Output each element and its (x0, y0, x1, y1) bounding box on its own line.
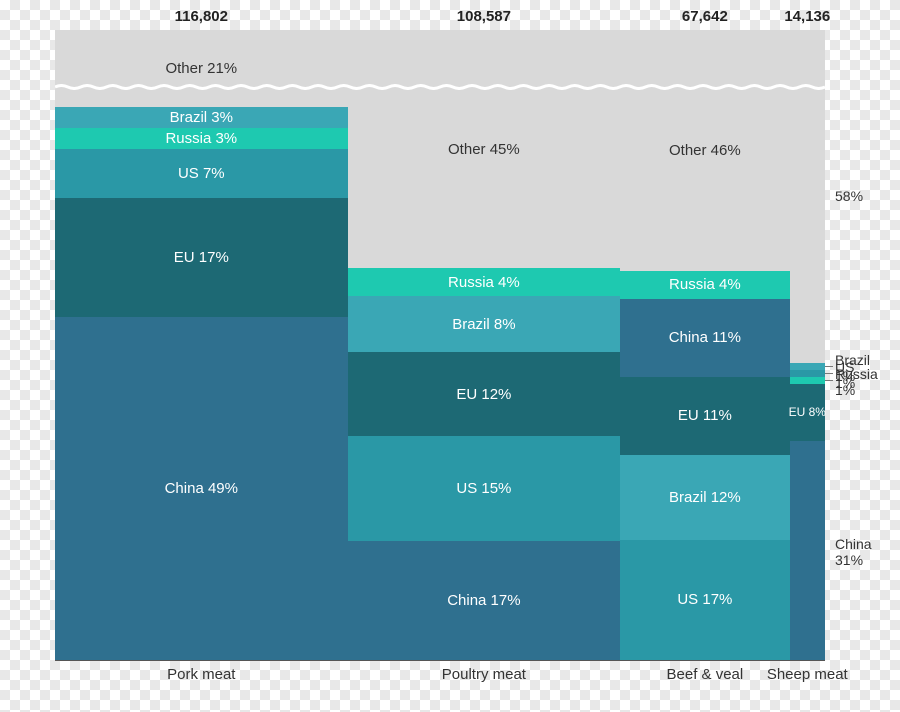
segment-beef-brazil: Brazil 12% (620, 455, 789, 540)
segment-beef-other: Other 46% (620, 30, 789, 271)
x-axis-baseline (55, 660, 825, 661)
segment-sheep-eu: EU 8% (790, 384, 825, 441)
side-label-sheep-other: 58% (835, 188, 863, 204)
segment-poultry-russia: Russia 4% (348, 268, 621, 296)
segment-poultry-brazil: Brazil 8% (348, 296, 621, 352)
segment-pork-russia: Russia 3% (55, 128, 348, 149)
segment-label: Other 46% (669, 142, 741, 159)
segment-pork-eu: EU 17% (55, 198, 348, 317)
segment-beef-us: US 17% (620, 540, 789, 660)
segment-label: US 17% (677, 591, 732, 608)
leader-line (825, 380, 833, 381)
column-bottom-label-beef: Beef & veal (667, 666, 744, 683)
segment-label: Russia 3% (165, 130, 237, 147)
segment-poultry-china: China 17% (348, 541, 621, 660)
segment-label: Other 45% (448, 141, 520, 158)
segment-label: Brazil 12% (669, 489, 741, 506)
column-top-value-beef: 67,642 (682, 8, 728, 25)
column-poultry: China 17% US 15% EU 12% Brazil 8% Russia 4% O… (348, 30, 621, 660)
segment-beef-russia: Russia 4% (620, 271, 789, 299)
column-sheep: EU 8% (790, 30, 825, 660)
column-top-value-sheep: 14,136 (784, 8, 830, 25)
segment-sheep-other (790, 30, 825, 363)
segment-label: EU 12% (456, 386, 511, 403)
marimekko-chart: China 49% EU 17% US 7% Russia 3% Brazil 3% Ot… (55, 30, 825, 660)
segment-label: EU 17% (174, 249, 229, 266)
segment-beef-eu: EU 11% (620, 377, 789, 455)
column-bottom-label-poultry: Poultry meat (442, 666, 526, 683)
column-bottom-label-pork: Pork meat (167, 666, 235, 683)
side-label-sheep-china: China31% (835, 536, 872, 568)
segment-sheep-brazil (790, 363, 825, 370)
segment-label: China 49% (165, 480, 238, 497)
column-top-value-poultry: 108,587 (457, 8, 511, 25)
segment-label: EU 11% (678, 407, 732, 424)
segment-label: US 15% (456, 480, 511, 497)
segment-poultry-other: Other 45% (348, 30, 621, 268)
segment-beef-china: China 11% (620, 299, 789, 377)
segment-sheep-russia (790, 377, 825, 384)
column-pork: China 49% EU 17% US 7% Russia 3% Brazil 3% Ot… (55, 30, 348, 660)
column-beef: US 17% Brazil 12% EU 11% China 11% Russia 4%… (620, 30, 789, 660)
segment-label: Brazil 3% (170, 109, 233, 126)
segment-pork-us: US 7% (55, 149, 348, 198)
segment-label: China 11% (669, 329, 741, 346)
leader-line (825, 366, 833, 367)
side-label-sheep-brazil: Brazil1% (835, 352, 870, 384)
segment-pork-brazil: Brazil 3% (55, 107, 348, 128)
segment-pork-china: China 49% (55, 317, 348, 660)
segment-label: China 17% (447, 592, 520, 609)
leader-line (825, 373, 833, 374)
segment-poultry-eu: EU 12% (348, 352, 621, 436)
segment-label: EU 8% (789, 405, 826, 419)
segment-pork-other: Other 21% (55, 30, 348, 107)
segment-sheep-china (790, 441, 825, 660)
segment-label: Other 21% (165, 60, 237, 77)
segment-poultry-us: US 15% (348, 436, 621, 541)
segment-label: Russia 4% (669, 276, 741, 293)
segment-label: US 7% (178, 165, 225, 182)
chart-stage: China 49% EU 17% US 7% Russia 3% Brazil 3% Ot… (0, 0, 900, 712)
segment-label: Russia 4% (448, 274, 520, 291)
column-bottom-label-sheep: Sheep meat (767, 666, 848, 683)
column-top-value-pork: 116,802 (175, 8, 228, 25)
segment-sheep-us (790, 370, 825, 377)
segment-label: Brazil 8% (452, 316, 515, 333)
